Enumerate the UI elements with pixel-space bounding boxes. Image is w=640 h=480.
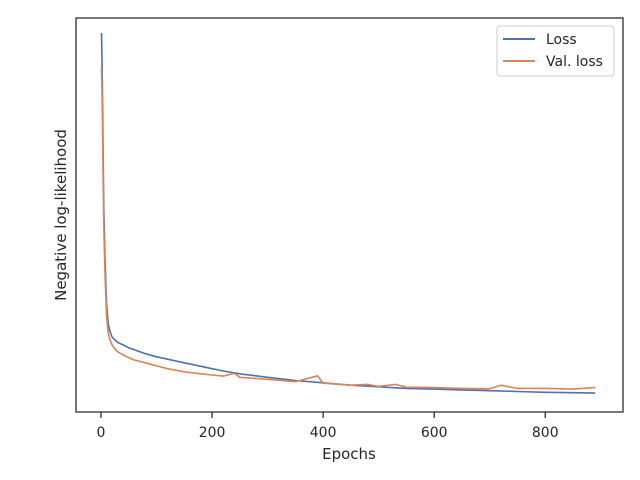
legend-label-1: Val. loss [546, 54, 603, 70]
series-line-0 [100, 32, 596, 394]
plot-frame [75, 17, 624, 413]
x-tick-label: 800 [532, 425, 559, 441]
legend: Loss Val. loss [496, 25, 615, 77]
x-tick-label: 600 [421, 425, 448, 441]
x-tick-label: 0 [97, 425, 106, 441]
x-tick-label: 400 [310, 425, 337, 441]
x-axis-label: Epochs [322, 445, 376, 463]
x-axis: 0 200 400 600 800 [97, 412, 559, 441]
x-tick-label: 200 [199, 425, 226, 441]
y-axis-label: Negative log-likelihood [52, 129, 70, 301]
legend-label-0: Loss [546, 32, 577, 48]
series-line-1 [100, 66, 596, 390]
plot-lines [100, 32, 596, 394]
